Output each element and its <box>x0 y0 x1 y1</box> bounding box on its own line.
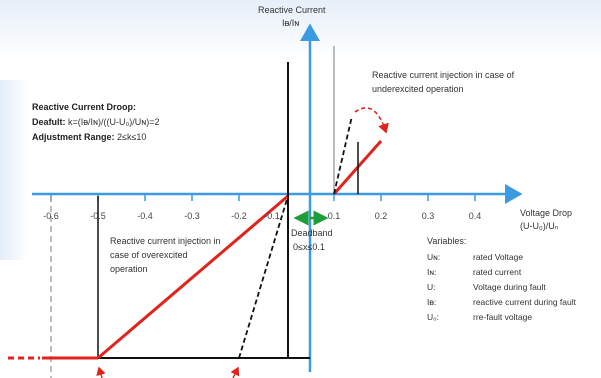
variable-symbol: U₀: <box>427 312 440 322</box>
adjusted-slope-underexcited <box>333 115 353 195</box>
x-axis-title: Voltage Drop <box>520 208 573 218</box>
tick-label-minus-0-4: -0.4 <box>137 211 153 221</box>
y-axis-title: Reactive Current <box>258 5 326 15</box>
adjustment-arrow-bottom-right <box>230 366 240 378</box>
variable-row: Iᴃ: reactive current during fault <box>427 295 576 310</box>
droop-heading: Reactive Current Droop: <box>32 102 137 112</box>
variable-row: U₀: rre-fault voltage <box>427 310 576 325</box>
variable-description: rated Voltage <box>473 252 524 262</box>
variables-title: Variables: <box>427 236 467 246</box>
tick-label-0-1: 0.1 <box>327 211 341 221</box>
variable-symbol: Uɴ: <box>427 252 441 262</box>
droop-range-value: 2≤k≤10 <box>117 132 147 142</box>
x-axis-unit: (U-U₀)/Uₙ <box>520 221 559 231</box>
adjusted-slope-overexcited <box>238 195 289 359</box>
tick-label-minus-0-3: -0.3 <box>184 211 200 221</box>
tick-label-0-3: 0.3 <box>421 211 435 221</box>
y-axis-unit: Iᴃ/Iɴ <box>282 18 300 28</box>
deadband-range: 0≤x≤0.1 <box>293 242 325 252</box>
variable-row: U: Voltage during fault <box>427 280 576 295</box>
tick-label-minus-0-1: -0.1 <box>264 211 280 221</box>
tick-label-minus-0-5: -0.5 <box>90 211 106 221</box>
variable-row: Uɴ: rated Voltage <box>427 250 576 265</box>
underexcited-line-2: underexcited operation <box>372 84 464 94</box>
adjustment-arrow-bottom-left <box>96 366 106 378</box>
overexcited-line-2: case of overexcited <box>110 250 188 260</box>
variable-symbol: Iɴ: <box>427 267 437 277</box>
variable-description: Voltage during fault <box>473 282 546 292</box>
variable-description: reactive current during fault <box>473 297 576 307</box>
watermark-band-left <box>0 80 28 260</box>
characteristic-overexcited <box>97 194 289 360</box>
variable-row: Iɴ: rated current <box>427 265 576 280</box>
overexcited-line-3: operation <box>110 264 148 274</box>
droop-default-row: Deafult: k=(Iᴃ/Iɴ)/((U-U₀)/Uɴ)=2 <box>32 117 159 128</box>
tick-label-0-2: 0.2 <box>374 211 388 221</box>
variable-description: rated current <box>473 267 522 277</box>
droop-range-label: Adjustment Range: <box>32 132 115 142</box>
droop-default-formula: k=(Iᴃ/Iɴ)/((U-U₀)/Uɴ)=2 <box>68 117 160 127</box>
underexcited-line-1: Reactive current injection in case of <box>372 70 515 80</box>
variable-symbol: U: <box>427 282 436 292</box>
droop-range-row: Adjustment Range: 2≤k≤10 <box>32 132 146 143</box>
adjustment-arrow-right <box>354 107 389 134</box>
variable-description: rre-fault voltage <box>473 312 533 322</box>
tick-label-minus-0-2: -0.2 <box>231 211 247 221</box>
tick-label-0-4: 0.4 <box>468 211 482 221</box>
variable-symbol: Iᴃ: <box>427 297 437 307</box>
deadband-label: Deadband <box>291 228 333 238</box>
tick-label-minus-0-6: -0.6 <box>43 211 59 221</box>
overexcited-line-1: Reactive current injection in <box>110 236 221 246</box>
variables-list: Uɴ: rated Voltage Iɴ: rated current U: V… <box>427 250 576 325</box>
droop-default-label: Deafult: <box>32 117 66 127</box>
